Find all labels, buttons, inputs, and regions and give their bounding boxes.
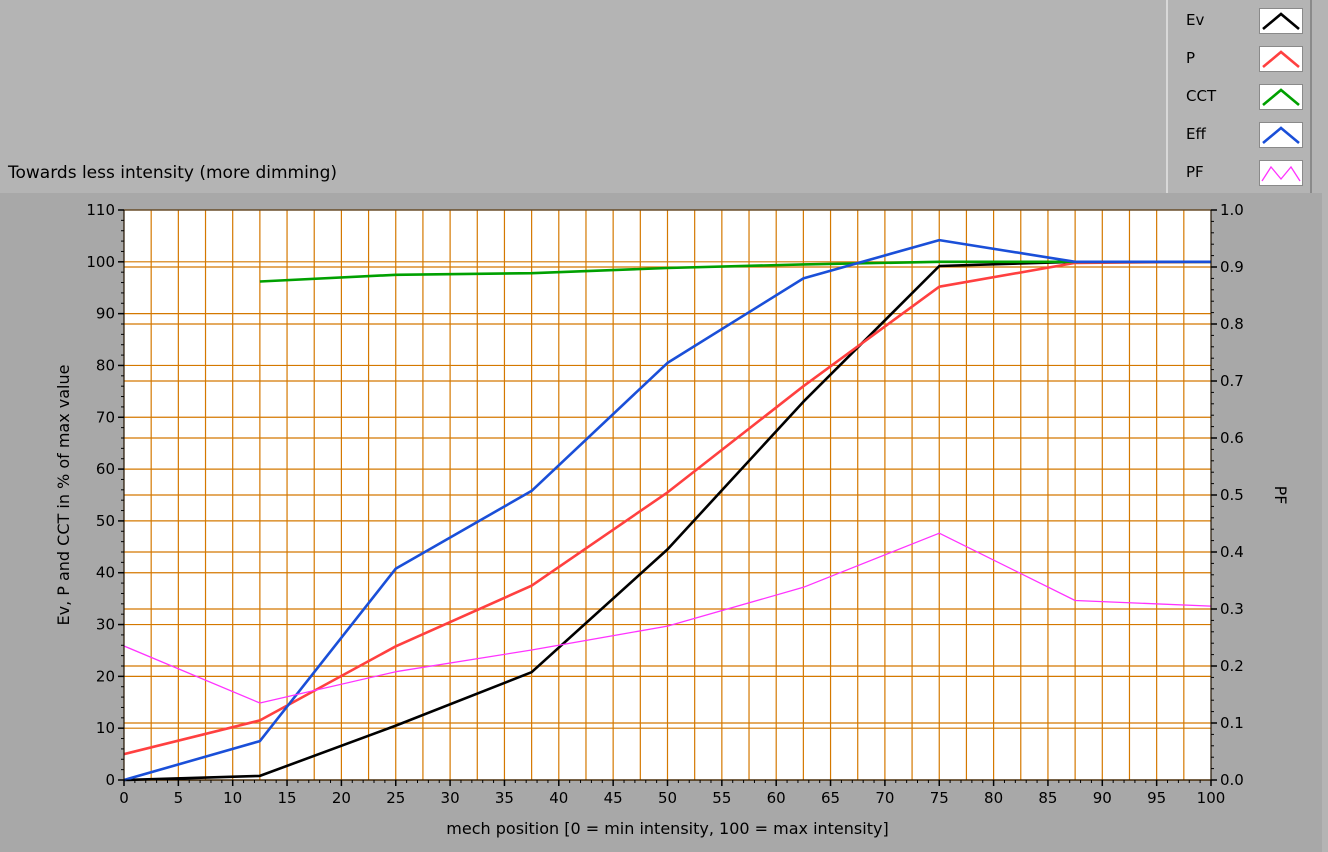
y2-tick-label: 0.4 <box>1220 543 1244 561</box>
series-line-p <box>123 260 1212 756</box>
x-tick-label: 20 <box>332 789 351 807</box>
y2-tick-label: 0.1 <box>1220 714 1244 732</box>
series-line-cct <box>259 260 1211 283</box>
y2-tick-label: 0.7 <box>1220 372 1244 390</box>
legend-item-pf[interactable]: PF <box>1168 154 1308 190</box>
legend-item-ev[interactable]: Ev <box>1168 2 1308 38</box>
legend-item-cct[interactable]: CCT <box>1168 78 1308 114</box>
y2-tick-label: 0.2 <box>1220 657 1244 675</box>
x-tick-label: 30 <box>441 789 460 807</box>
y-tick-label: 10 <box>96 719 115 737</box>
y2-tick-label: 0.8 <box>1220 315 1244 333</box>
y2-axis-title: PF <box>1271 486 1290 505</box>
x-tick-label: 65 <box>821 789 840 807</box>
legend-swatch[interactable] <box>1259 122 1303 148</box>
x-tick-label: 40 <box>549 789 568 807</box>
x-tick-label: 75 <box>930 789 949 807</box>
legend-label: Eff <box>1186 125 1206 143</box>
legend-line-icon <box>1262 50 1300 68</box>
series-line-eff <box>123 238 1211 782</box>
x-axis-title: mech position [0 = min intensity, 100 = … <box>446 819 888 838</box>
y-tick-label: 50 <box>96 512 115 530</box>
series-line-pf <box>123 532 1212 704</box>
y-tick-label: 80 <box>96 356 115 374</box>
legend-label: Ev <box>1186 11 1205 29</box>
legend-swatch[interactable] <box>1259 160 1303 186</box>
x-tick-label: 90 <box>1093 789 1112 807</box>
x-tick-label: 25 <box>386 789 405 807</box>
y2-tick-label: 0.5 <box>1220 486 1244 504</box>
y2-tick-label: 1.0 <box>1220 201 1244 219</box>
legend-swatch[interactable] <box>1259 8 1303 34</box>
legend-swatch[interactable] <box>1259 84 1303 110</box>
y-tick-label: 110 <box>86 201 115 219</box>
legend-label: P <box>1186 49 1196 67</box>
y-tick-label: 30 <box>96 616 115 634</box>
y-tick-label: 40 <box>96 564 115 582</box>
x-tick-label: 100 <box>1197 789 1226 807</box>
x-tick-label: 35 <box>495 789 514 807</box>
legend-label: CCT <box>1186 87 1217 105</box>
x-tick-label: 95 <box>1147 789 1166 807</box>
chart-title: Towards less intensity (more dimming) <box>8 163 337 183</box>
y2-tick-label: 0.6 <box>1220 429 1244 447</box>
x-tick-label: 0 <box>119 789 129 807</box>
legend-line-icon <box>1262 126 1300 144</box>
y-tick-label: 20 <box>96 667 115 685</box>
legend-item-eff[interactable]: Eff <box>1168 116 1308 152</box>
legend-line-icon <box>1262 88 1300 106</box>
y2-tick-label: 0.3 <box>1220 600 1244 618</box>
y-tick-label: 70 <box>96 408 115 426</box>
x-tick-label: 70 <box>875 789 894 807</box>
x-tick-label: 60 <box>767 789 786 807</box>
y-axis-title: Ev, P and CCT in % of max value <box>54 365 73 626</box>
x-tick-label: 55 <box>712 789 731 807</box>
x-tick-label: 15 <box>278 789 297 807</box>
y-tick-label: 100 <box>86 253 115 271</box>
legend-line-icon <box>1261 165 1301 182</box>
x-tick-label: 80 <box>984 789 1003 807</box>
legend-label: PF <box>1186 163 1204 181</box>
series-line-ev <box>123 260 1211 782</box>
x-tick-label: 45 <box>604 789 623 807</box>
plot-legend[interactable]: Ev P CCT Eff PF <box>1166 0 1312 193</box>
x-tick-label: 5 <box>174 789 184 807</box>
x-tick-label: 10 <box>223 789 242 807</box>
y-tick-label: 60 <box>96 460 115 478</box>
y-tick-label: 90 <box>96 305 115 323</box>
y2-tick-label: 0.9 <box>1220 258 1244 276</box>
y-tick-label: 0 <box>105 771 115 789</box>
legend-item-p[interactable]: P <box>1168 40 1308 76</box>
legend-swatch[interactable] <box>1259 46 1303 72</box>
x-tick-label: 50 <box>658 789 677 807</box>
legend-line-icon <box>1262 12 1300 30</box>
x-tick-label: 85 <box>1038 789 1057 807</box>
y2-tick-label: 0.0 <box>1220 771 1244 789</box>
